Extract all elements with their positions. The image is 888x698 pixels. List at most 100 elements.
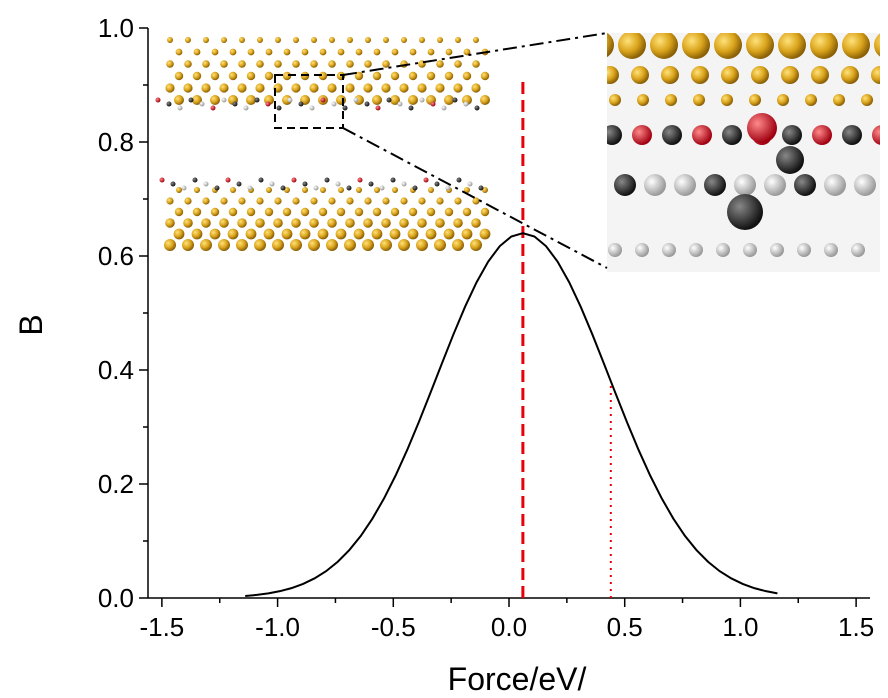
atom (300, 207, 310, 217)
atom (210, 71, 220, 81)
atom (353, 97, 359, 103)
atom (191, 228, 203, 240)
atom (423, 177, 429, 183)
atom (309, 218, 319, 228)
atom (363, 83, 373, 93)
atom (444, 95, 454, 105)
x-tick-label: -1.5 (139, 612, 184, 642)
y-tick-label: 0.6 (98, 241, 134, 271)
y-tick-label: 0.4 (98, 355, 134, 385)
atom (166, 60, 174, 68)
atom (210, 95, 220, 105)
atom (336, 95, 346, 105)
atom (372, 207, 382, 217)
atom (399, 218, 409, 228)
atom (721, 94, 733, 106)
atom (346, 197, 354, 205)
y-axis-label: B (13, 314, 49, 335)
atom (318, 207, 328, 217)
atom (854, 174, 876, 196)
atom (425, 228, 437, 240)
atom (287, 97, 293, 103)
atom (170, 181, 176, 187)
atom (872, 125, 880, 145)
atom (427, 48, 435, 56)
atom (417, 83, 427, 93)
atom (453, 218, 463, 228)
atom (812, 125, 832, 145)
atom (462, 71, 472, 81)
y-tick-label: 0.0 (98, 583, 134, 613)
atom (811, 66, 829, 84)
atom (841, 66, 859, 84)
atom (644, 174, 666, 196)
atom (291, 177, 297, 183)
atom (229, 48, 237, 56)
atom (174, 207, 184, 217)
zoom-inset (607, 33, 880, 272)
atom (218, 239, 230, 251)
x-tick-label: 0.5 (607, 612, 643, 642)
atom (637, 94, 649, 106)
atom (382, 197, 390, 205)
atom (397, 101, 403, 107)
atom (155, 97, 161, 103)
atom (392, 187, 398, 193)
atom (478, 185, 484, 191)
atom (472, 197, 480, 205)
atom (364, 60, 372, 68)
atom (290, 239, 302, 251)
atom (674, 174, 696, 196)
atom (364, 101, 370, 107)
atom (327, 218, 337, 228)
atom (480, 71, 490, 81)
atom (353, 228, 365, 240)
atom (874, 33, 880, 57)
atom (192, 71, 202, 81)
atom (474, 105, 480, 111)
atom (266, 187, 272, 193)
atom (336, 207, 346, 217)
atom (274, 197, 282, 205)
atom (313, 185, 319, 191)
atom (257, 37, 263, 43)
atom (310, 197, 318, 205)
x-tick-label: 1.0 (722, 612, 758, 642)
atom (238, 60, 246, 68)
atom (689, 243, 703, 257)
atom (221, 97, 227, 103)
atom (200, 239, 212, 251)
x-tick-label: 0.0 (491, 612, 527, 642)
atom (318, 71, 328, 81)
atom (467, 181, 473, 187)
atom (291, 218, 301, 228)
atom (419, 97, 425, 103)
atom (747, 113, 777, 143)
atom (842, 125, 862, 145)
atom (692, 125, 712, 145)
atom (418, 197, 426, 205)
atom (335, 228, 347, 240)
atom (751, 66, 769, 84)
atom (237, 83, 247, 93)
atom (282, 95, 292, 105)
atom (345, 218, 355, 228)
atom (391, 48, 399, 56)
atom (662, 125, 682, 145)
atom (220, 60, 228, 68)
atom (480, 95, 490, 105)
atom (842, 33, 870, 59)
atom (311, 37, 317, 43)
atom (247, 185, 253, 191)
atom (174, 95, 184, 105)
atom (471, 83, 481, 93)
atom (665, 94, 677, 106)
atom (408, 105, 414, 111)
atom (201, 83, 211, 93)
atom (246, 207, 256, 217)
atom (401, 37, 407, 43)
atom (354, 95, 364, 105)
molecular-illustration (155, 32, 880, 272)
atom (416, 239, 428, 251)
atom (185, 37, 191, 43)
